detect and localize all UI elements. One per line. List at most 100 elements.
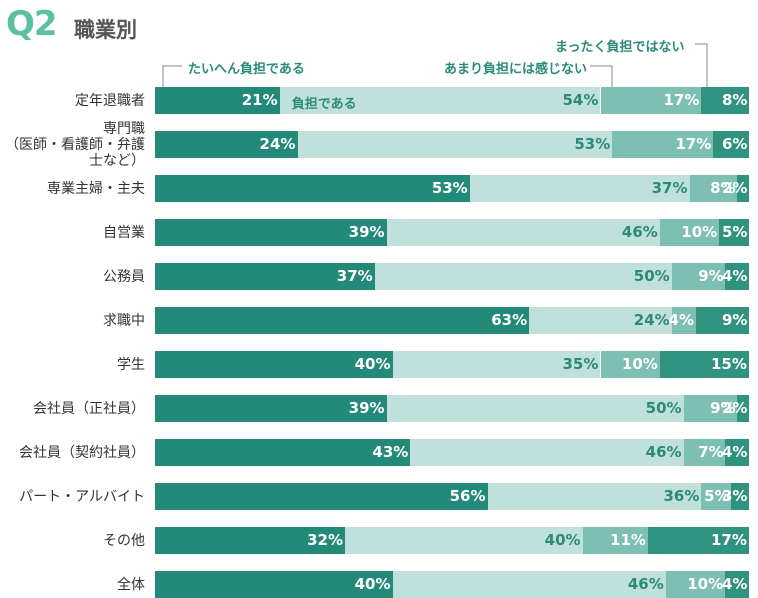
- bar-segment: [155, 87, 280, 114]
- bar-segment: [155, 351, 393, 378]
- data-label: 4%: [668, 311, 694, 329]
- data-label: 9%: [710, 399, 736, 417]
- category-label: 求職中: [103, 312, 145, 329]
- data-label: 15%: [711, 355, 747, 373]
- bar-segment: [155, 175, 470, 202]
- data-label: 4%: [722, 443, 748, 461]
- data-label: 43%: [372, 443, 409, 461]
- category-label: 定年退職者: [75, 92, 145, 109]
- bar-segment: [155, 395, 387, 422]
- bar-segment: [345, 527, 583, 554]
- data-label: 50%: [645, 399, 682, 417]
- bar-segment: [392, 351, 601, 378]
- data-label: 24%: [633, 311, 670, 329]
- bar-segment: [671, 307, 696, 334]
- category-label: 会社員（正社員）: [33, 400, 145, 417]
- bar-segment: [683, 395, 738, 422]
- bar-segment: [600, 351, 660, 378]
- bar-segment: [725, 571, 749, 598]
- bar-segment: [386, 219, 660, 246]
- bar-segment: [297, 131, 613, 158]
- data-label: 3%: [722, 487, 748, 505]
- data-label: 10%: [621, 355, 658, 373]
- data-label: 8%: [722, 91, 748, 109]
- bar-segment: [392, 571, 666, 598]
- data-label: 32%: [307, 531, 343, 549]
- bar-segment: [155, 571, 393, 598]
- category-label: 専門職 （医師・看護師・弁護士など）: [5, 120, 145, 169]
- bar-segment: [600, 87, 702, 114]
- bar-segment: [737, 175, 749, 202]
- data-label: 35%: [562, 355, 599, 373]
- data-label: 63%: [491, 311, 528, 329]
- bar-segment: [737, 395, 749, 422]
- bar-segment: [659, 219, 720, 246]
- bar-segment: [731, 483, 749, 510]
- data-label: 7%: [698, 443, 724, 461]
- data-label: 4%: [722, 575, 748, 593]
- data-label: 17%: [663, 91, 700, 109]
- bar-segment: [469, 175, 690, 202]
- data-label: 50%: [633, 267, 670, 285]
- bar-segment: [612, 131, 714, 158]
- bar-segment: [665, 571, 726, 598]
- data-label: 10%: [687, 575, 724, 593]
- data-label: 36%: [663, 487, 700, 505]
- data-label: 4%: [722, 267, 748, 285]
- bar-segment: [155, 307, 530, 334]
- data-label: 2%: [722, 179, 748, 197]
- bar-segment: [529, 307, 672, 334]
- legend-label: 負担である: [291, 97, 357, 112]
- bar-segment: [701, 87, 749, 114]
- bar-segment: [155, 439, 411, 466]
- data-label: 17%: [711, 531, 747, 549]
- data-label: 56%: [449, 487, 486, 505]
- leader-line: [695, 43, 708, 87]
- bar-segment: [701, 483, 732, 510]
- bar-segment: [155, 263, 375, 290]
- data-label: 40%: [354, 575, 391, 593]
- bar-segment: [374, 263, 672, 290]
- data-label: 21%: [241, 91, 278, 109]
- bar-segment: [155, 483, 488, 510]
- category-label: 学生: [117, 356, 145, 373]
- bar-segment: [725, 263, 749, 290]
- data-label: 40%: [354, 355, 391, 373]
- bar-segment: [279, 87, 601, 114]
- bar-segment: [689, 175, 738, 202]
- data-label: 46%: [645, 443, 682, 461]
- bar-segment: [695, 307, 749, 334]
- bar-segment: [410, 439, 684, 466]
- data-label: 39%: [348, 223, 385, 241]
- category-label: その他: [103, 532, 145, 549]
- legend-label: あまり負担には感じない: [444, 62, 588, 77]
- data-label: 10%: [681, 223, 718, 241]
- bar-segment: [487, 483, 702, 510]
- bar-segment: [386, 395, 684, 422]
- chart-subtitle: 職業別: [74, 18, 137, 42]
- leader-line: [590, 65, 613, 87]
- bar-segment: [155, 131, 298, 158]
- bar-segment: [683, 439, 726, 466]
- data-label: 39%: [348, 399, 385, 417]
- data-label: 40%: [544, 531, 581, 549]
- legend-label: たいへん負担である: [188, 62, 305, 77]
- bar-segment: [582, 527, 648, 554]
- data-label: 53%: [574, 135, 611, 153]
- category-label: 全体: [117, 576, 145, 593]
- category-label: 公務員: [103, 268, 145, 285]
- data-label: 6%: [722, 135, 748, 153]
- chart-title: Q2: [6, 4, 58, 44]
- category-label: 専業主婦・主夫: [47, 180, 145, 197]
- category-label: パート・アルバイト: [19, 488, 145, 505]
- bar-segment: [713, 131, 749, 158]
- category-label: 会社員（契約社員）: [19, 444, 145, 461]
- bar-segment: [671, 263, 726, 290]
- bar-segment: [719, 219, 749, 246]
- data-label: 2%: [722, 399, 748, 417]
- data-label: 9%: [722, 311, 748, 329]
- bar-segment: [648, 527, 749, 554]
- data-label: 24%: [259, 135, 296, 153]
